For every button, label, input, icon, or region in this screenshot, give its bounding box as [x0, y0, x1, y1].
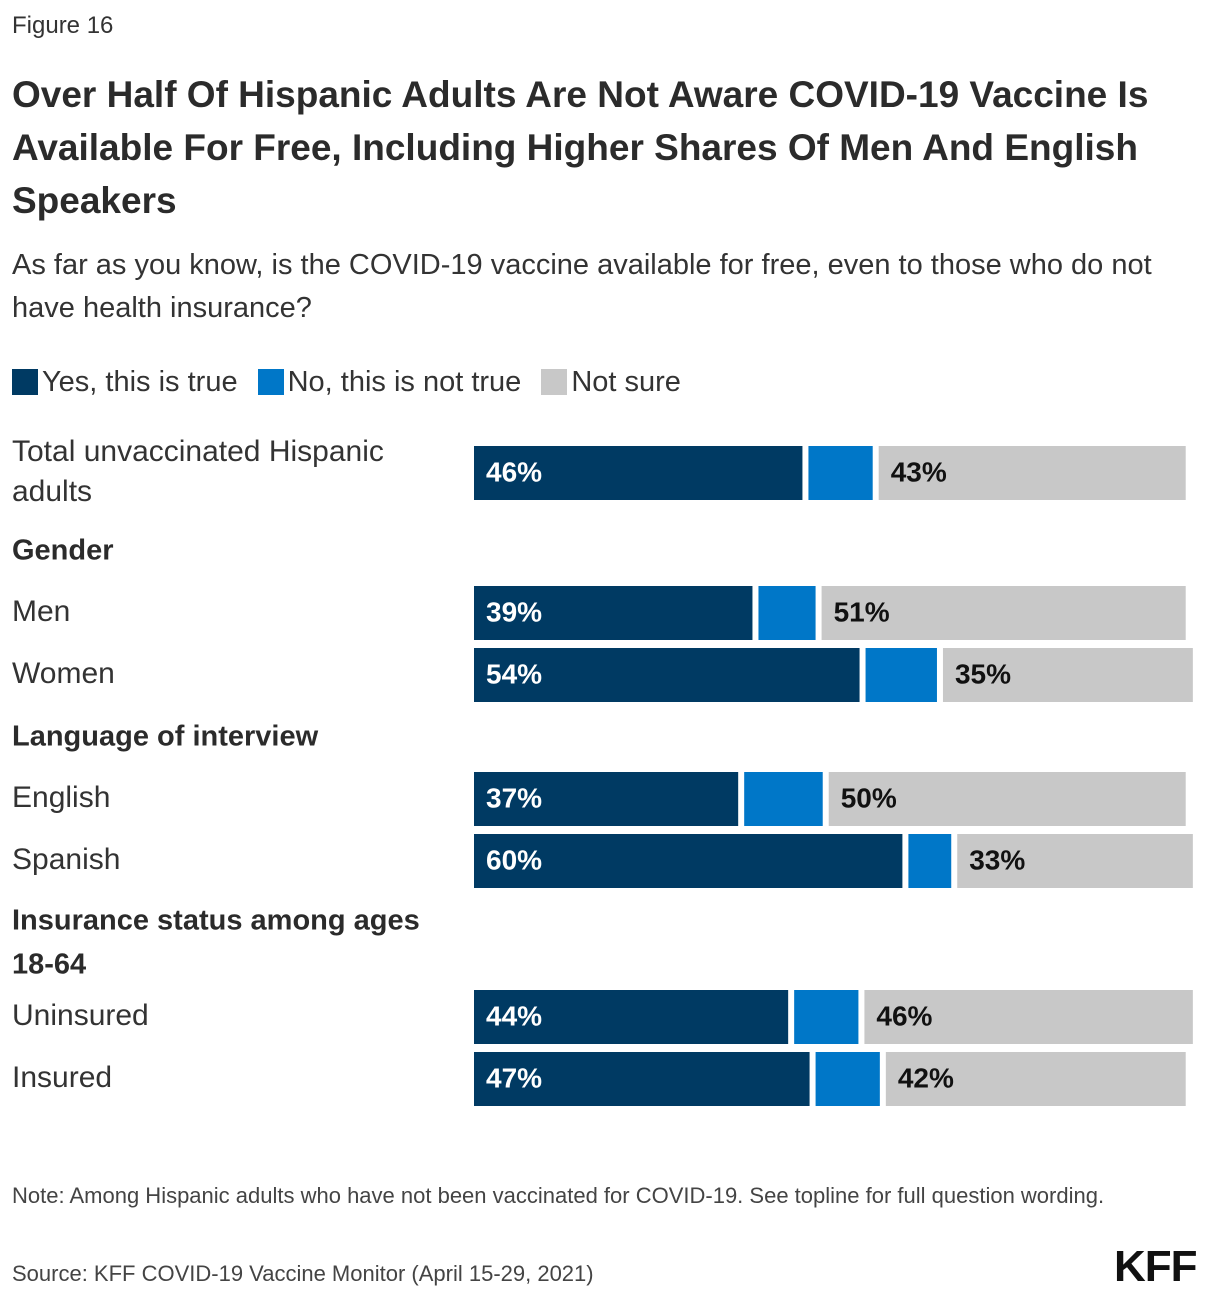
- bar-segment: [474, 1052, 810, 1106]
- group-header: Language of interview: [12, 721, 319, 753]
- bar-segment: [808, 446, 873, 500]
- bar-segment: [474, 772, 739, 826]
- row-label: Spanish: [12, 843, 120, 876]
- data-label: 50%: [841, 782, 897, 813]
- bar-segment: [908, 834, 952, 888]
- legend-label-not-sure: Not sure: [571, 365, 681, 398]
- row-label: Total unvaccinated Hispanic: [12, 435, 384, 468]
- bar-segment: [474, 990, 789, 1044]
- bar-segment: [744, 772, 823, 826]
- bar-segment: [794, 990, 859, 1044]
- legend: Yes, this is true No, this is not true N…: [12, 362, 701, 402]
- data-label: 54%: [486, 658, 542, 689]
- row-label: Uninsured: [12, 999, 149, 1032]
- bar-segment: [885, 1052, 1186, 1106]
- row-label: Men: [12, 595, 70, 628]
- data-label: 37%: [486, 782, 542, 813]
- bar-segment: [474, 648, 860, 702]
- bar-segment: [942, 648, 1193, 702]
- data-label: 43%: [891, 456, 947, 487]
- data-label: 39%: [486, 596, 542, 627]
- row-label: Women: [12, 657, 115, 690]
- bar-segment: [957, 834, 1193, 888]
- kff-logo: KFF: [1114, 1242, 1198, 1291]
- legend-item-no: No, this is not true: [257, 365, 522, 399]
- chart-note: Note: Among Hispanic adults who have not…: [12, 1183, 1105, 1208]
- group-header: Gender: [12, 535, 114, 567]
- data-label: 51%: [834, 596, 890, 627]
- group-header: Insurance status among ages: [12, 905, 420, 937]
- data-label: 44%: [486, 1000, 542, 1031]
- bar-segment: [758, 586, 816, 640]
- legend-item-yes: Yes, this is true: [12, 366, 238, 399]
- figure-label: Figure 16: [12, 12, 114, 39]
- row-label: adults: [12, 475, 92, 508]
- legend-swatch-not-sure: [541, 369, 568, 395]
- legend-label-yes: Yes, this is true: [42, 365, 238, 398]
- bar-segment: [864, 990, 1193, 1044]
- bar-segment: [828, 772, 1186, 826]
- bar-segment: [474, 586, 753, 640]
- bar-segment: [878, 446, 1186, 500]
- data-label: 46%: [486, 456, 542, 487]
- bar-segment: [865, 648, 937, 702]
- chart-subtitle: As far as you know, is the COVID-19 vacc…: [12, 249, 1152, 324]
- data-label: 60%: [486, 844, 542, 875]
- data-label: 47%: [486, 1062, 542, 1093]
- row-label: English: [12, 781, 110, 814]
- legend-item-not-sure: Not sure: [541, 366, 681, 399]
- legend-label-no: No, this is not true: [287, 365, 522, 398]
- bar-segment: [474, 446, 803, 500]
- data-label: 46%: [876, 1000, 932, 1031]
- data-label: 42%: [898, 1062, 954, 1093]
- group-header: 18-64: [12, 949, 86, 981]
- row-label: Insured: [12, 1061, 112, 1094]
- legend-swatch-yes: [12, 369, 38, 395]
- data-label: 35%: [955, 658, 1011, 689]
- legend-swatch-no: [257, 369, 284, 395]
- data-label: 33%: [969, 844, 1025, 875]
- bar-segment: [815, 1052, 880, 1106]
- chart-title: Over Half Of Hispanic Adults Are Not Awa…: [12, 74, 1149, 221]
- chart-source: Source: KFF COVID-19 Vaccine Monitor (Ap…: [12, 1261, 594, 1286]
- bar-segment: [474, 834, 903, 888]
- bar-segment: [821, 586, 1186, 640]
